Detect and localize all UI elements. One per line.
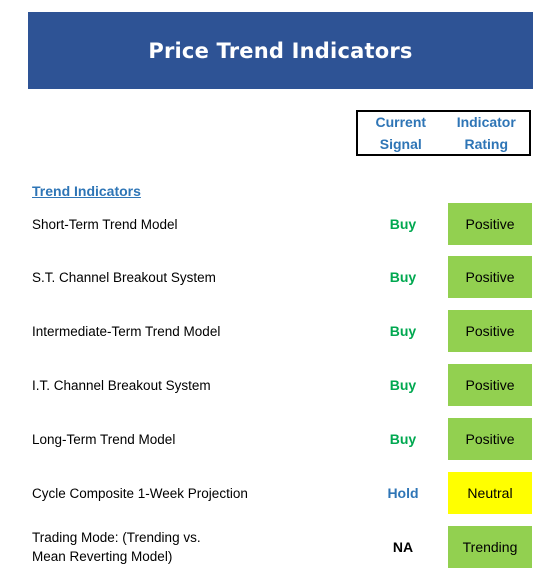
indicator-row: I.T. Channel Breakout System Buy Positiv… (0, 363, 555, 407)
section-label-trend-indicators: Trend Indicators (32, 183, 141, 199)
indicator-rating-header-line1: Indicator (456, 114, 516, 130)
indicator-label: Trading Mode: (Trending vs. Mean Reverti… (32, 525, 332, 569)
indicator-row: Intermediate-Term Trend Model Buy Positi… (0, 309, 555, 353)
current-signal-value: Buy (389, 431, 417, 447)
page-title: Price Trend Indicators (148, 38, 413, 63)
indicator-label: Short-Term Trend Model (32, 202, 332, 246)
indicator-rating-header-line2: Rating (464, 136, 509, 152)
indicator-label-line1: Trading Mode: (Trending vs. (32, 530, 201, 545)
current-signal-header-line1: Current (375, 114, 427, 130)
indicator-rating-value: Positive (448, 310, 532, 352)
indicator-rating-value: Positive (448, 256, 532, 298)
current-signal-header: Current Signal (358, 112, 444, 154)
indicator-rating-value: Positive (448, 364, 532, 406)
indicator-row: S.T. Channel Breakout System Buy Positiv… (0, 255, 555, 299)
indicator-label-line1: Long-Term Trend Model (32, 431, 176, 447)
indicator-label: I.T. Channel Breakout System (32, 363, 332, 407)
indicator-label-line1: Short-Term Trend Model (32, 216, 178, 232)
title-banner: Price Trend Indicators (28, 12, 533, 89)
current-signal-value: Hold (387, 485, 419, 501)
indicator-row: Trading Mode: (Trending vs. Mean Reverti… (0, 525, 555, 569)
indicator-rating-value: Positive (448, 203, 532, 245)
indicator-label-line1: S.T. Channel Breakout System (32, 269, 216, 285)
indicator-rating-value: Neutral (448, 472, 532, 514)
indicator-row: Short-Term Trend Model Buy Positive (0, 202, 555, 246)
indicator-label: Intermediate-Term Trend Model (32, 309, 332, 353)
indicator-row: Long-Term Trend Model Buy Positive (0, 417, 555, 461)
current-signal-header-line2: Signal (379, 136, 422, 152)
indicator-row: Cycle Composite 1-Week Projection Hold N… (0, 471, 555, 515)
column-header-box: Current Signal Indicator Rating (356, 110, 531, 156)
current-signal-value: Buy (389, 216, 417, 232)
indicator-label-line1: Intermediate-Term Trend Model (32, 323, 221, 339)
current-signal-value: Buy (389, 269, 417, 285)
current-signal-value: Buy (389, 377, 417, 393)
indicator-label: S.T. Channel Breakout System (32, 255, 332, 299)
current-signal-value: Buy (389, 323, 417, 339)
indicator-label-line2: Mean Reverting Model) (32, 549, 173, 564)
indicator-label: Cycle Composite 1-Week Projection (32, 471, 332, 515)
current-signal-value: NA (392, 539, 414, 555)
indicator-rating-value: Trending (448, 526, 532, 568)
indicator-label-line1: I.T. Channel Breakout System (32, 377, 211, 393)
indicator-rating-header: Indicator Rating (444, 112, 530, 154)
indicator-rating-value: Positive (448, 418, 532, 460)
indicator-label: Long-Term Trend Model (32, 417, 332, 461)
indicator-label-line1: Cycle Composite 1-Week Projection (32, 485, 248, 501)
